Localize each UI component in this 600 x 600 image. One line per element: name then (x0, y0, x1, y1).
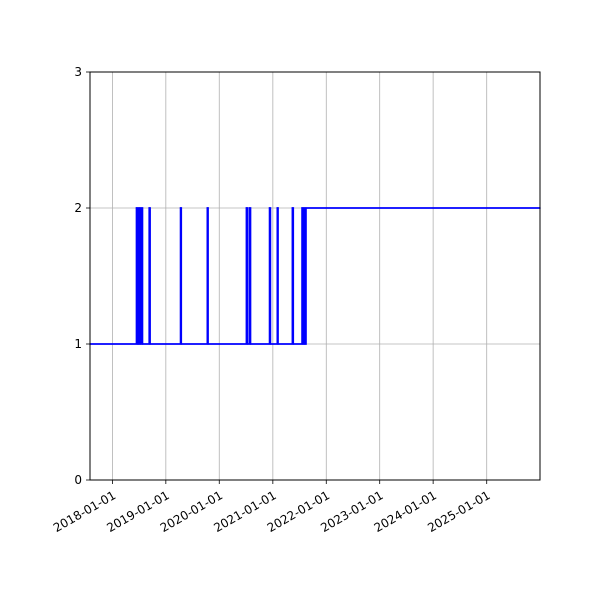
data-point (206, 207, 209, 209)
data-point (141, 343, 144, 345)
data-point (301, 207, 303, 209)
y-tick-label: 0 (74, 473, 82, 487)
data-point (249, 343, 252, 345)
data-point (148, 207, 151, 209)
data-point (269, 343, 272, 345)
data-point (136, 343, 139, 345)
data-point (139, 343, 142, 345)
data-point (277, 343, 279, 345)
data-point (304, 343, 306, 345)
data-point (245, 207, 248, 209)
data-point (179, 207, 182, 209)
data-point (137, 343, 140, 345)
data-point (302, 343, 304, 345)
data-point (291, 207, 294, 209)
data-point (276, 207, 279, 209)
y-tick-label: 3 (74, 65, 82, 79)
y-tick-label: 1 (74, 337, 82, 351)
data-point (138, 207, 141, 209)
data-point (207, 343, 209, 345)
data-point (268, 207, 271, 209)
data-point (248, 207, 251, 209)
data-point (303, 207, 305, 209)
data-point (140, 207, 142, 209)
data-point (305, 207, 307, 209)
data-point (246, 343, 249, 345)
data-point (149, 343, 151, 345)
y-tick-label: 2 (74, 201, 82, 215)
plot-area (89, 207, 541, 345)
data-point (180, 343, 183, 345)
data-point (292, 343, 294, 345)
series-line (90, 207, 540, 345)
data-point (137, 207, 139, 209)
plot-frame (89, 71, 541, 481)
data-point (135, 207, 138, 209)
